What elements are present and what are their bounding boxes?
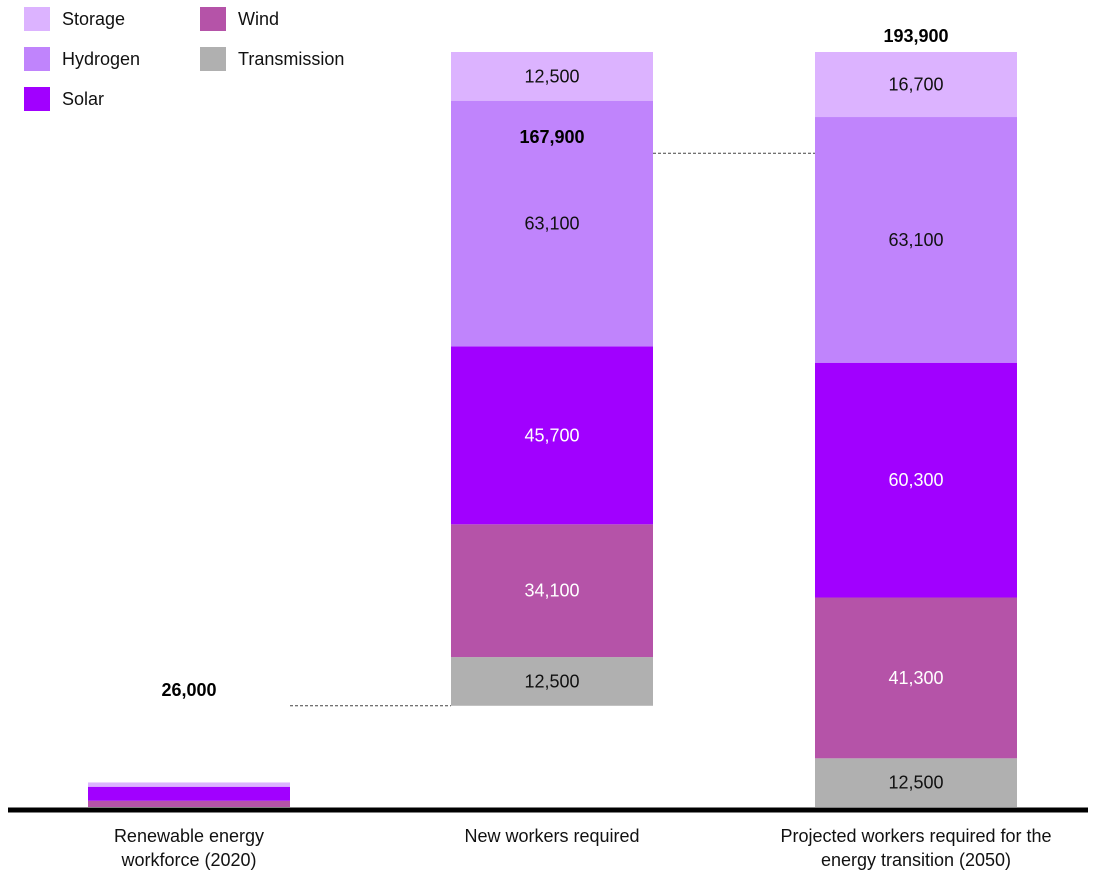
total-label-1: 26,000 xyxy=(161,680,216,700)
bar-segment-hydrogen-3 xyxy=(815,117,1017,363)
bar-segment-storage-1 xyxy=(88,782,290,787)
legend-swatch-hydrogen xyxy=(24,47,50,71)
legend-label-solar: Solar xyxy=(62,88,105,109)
bar-segment-transmission-3 xyxy=(815,758,1017,807)
total-label-3: 193,900 xyxy=(883,26,948,46)
category-label-3: Projected workers required for the energy… xyxy=(780,826,1051,870)
legend-swatch-transmission xyxy=(200,47,226,71)
data-label-solar-2: 45,700 xyxy=(524,425,579,445)
bar-segment-solar-1 xyxy=(88,786,290,801)
bar-segment-storage-2 xyxy=(451,52,653,101)
bar-group-1: 26,000 xyxy=(88,680,290,807)
legend-label-wind: Wind xyxy=(238,8,280,29)
legend-label-hydrogen: Hydrogen xyxy=(62,48,141,69)
data-label-transmission-3: 12,500 xyxy=(888,773,943,793)
data-label-wind-2: 34,100 xyxy=(524,581,579,601)
bar-segment-storage-3 xyxy=(815,52,1017,118)
bar-segment-wind-1 xyxy=(88,800,290,807)
bar-group-2: 12,500 34,100 45,700 63,100 12,500 167,900 xyxy=(451,52,653,706)
legend-swatch-solar xyxy=(24,87,50,111)
legend-item-storage: Storage xyxy=(24,6,125,32)
data-label-hydrogen-2: 63,100 xyxy=(524,214,579,234)
bar-segment-transmission-2 xyxy=(451,657,653,706)
category-label-2: New workers required xyxy=(464,826,639,846)
total-label-2: 167,900 xyxy=(519,127,584,147)
legend-swatch-storage xyxy=(24,7,50,31)
bar-segment-solar-2 xyxy=(451,346,653,525)
legend-item-transmission: Transmission xyxy=(200,46,344,72)
bar-segment-wind-3 xyxy=(815,597,1017,759)
legend-label-transmission: Transmission xyxy=(238,48,345,69)
bar-segment-hydrogen-2 xyxy=(451,100,653,347)
data-label-storage-2: 12,500 xyxy=(524,66,579,86)
bar-segment-wind-2 xyxy=(451,524,653,658)
data-label-hydrogen-3: 63,100 xyxy=(888,230,943,250)
bar-group-3: 12,500 41,300 60,300 63,100 16,700 193,900 xyxy=(815,26,1017,807)
legend-swatch-wind xyxy=(200,7,226,31)
data-label-solar-3: 60,300 xyxy=(888,470,943,490)
data-label-wind-3: 41,300 xyxy=(888,668,943,688)
data-label-transmission-2: 12,500 xyxy=(524,671,579,691)
legend-item-solar: Solar xyxy=(24,86,104,112)
legend: Storage Wind Hydrogen Transmission Solar xyxy=(24,6,424,116)
legend-label-storage: Storage xyxy=(62,8,126,29)
bar-segment-solar-3 xyxy=(815,362,1017,598)
data-label-storage-3: 16,700 xyxy=(888,75,943,95)
legend-item-wind: Wind xyxy=(200,6,279,32)
category-label-1: Renewable energy workforce (2020) xyxy=(114,826,264,870)
legend-item-hydrogen: Hydrogen xyxy=(24,46,140,72)
